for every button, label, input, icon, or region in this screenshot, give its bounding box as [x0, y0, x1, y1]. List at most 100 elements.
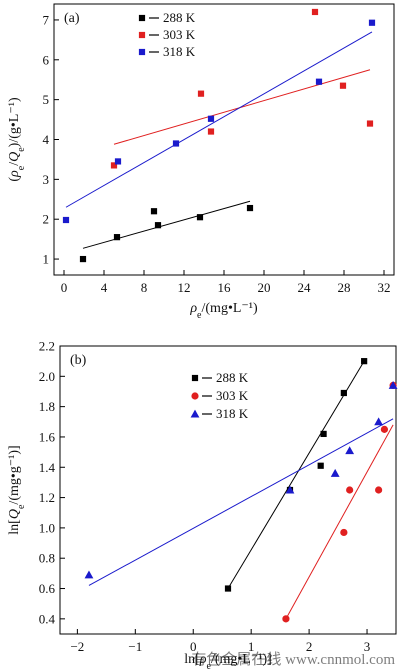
data-point-303k — [339, 82, 347, 89]
data-point-288k — [79, 255, 87, 263]
x-tick-label: 4 — [101, 280, 108, 295]
data-point-303k — [110, 162, 118, 169]
data-point-288k — [113, 234, 121, 241]
fit-line-303k — [113, 69, 371, 145]
data-point-318k — [368, 19, 376, 26]
data-point-303k — [340, 528, 348, 537]
data-point-303k — [282, 615, 290, 623]
y-tick-label: 7 — [43, 12, 50, 27]
legend-label: 303 K — [216, 388, 249, 403]
data-point-318k — [114, 158, 122, 165]
x-tick-label: 3 — [364, 639, 371, 654]
legend-marker — [191, 392, 199, 400]
data-point-318k — [315, 78, 323, 85]
x-tick-label: 24 — [298, 280, 312, 295]
data-point-303k — [197, 90, 205, 97]
data-point-318k — [345, 446, 355, 455]
plot-frame-a — [53, 3, 395, 276]
y-tick-label: 0.4 — [39, 611, 56, 626]
fit-line-303k — [285, 424, 394, 620]
x-tick-label: 32 — [378, 280, 391, 295]
legend-marker — [138, 14, 146, 22]
x-tick-label: −2 — [70, 639, 84, 654]
data-point-318k — [172, 140, 180, 147]
y-tick-label: 6 — [43, 52, 50, 67]
y-axis-title-a: (ρe​/Qe​)/(g•L⁻¹) — [7, 97, 27, 182]
legend-marker — [190, 409, 200, 418]
fit-lines-b — [88, 360, 394, 620]
data-points-b — [84, 358, 398, 623]
data-point-318k — [207, 115, 215, 122]
x-tick-label: 28 — [338, 280, 351, 295]
legend-marker — [138, 48, 146, 56]
x-tick-label: −1 — [128, 639, 142, 654]
x-tick-label: 20 — [258, 280, 271, 295]
y-tick-label: 2 — [43, 212, 50, 227]
y-tick-label: 1 — [43, 252, 50, 267]
panel-b: (b) −2 −1 0 1 2 3 0.4 0.6 0.8 1.0 1.2 1.4 1.6 1.8 2.0 2… — [7, 339, 398, 670]
y-tick-label: 1.2 — [39, 490, 55, 505]
fit-line-288k — [82, 200, 251, 249]
plot-frame-b — [59, 345, 397, 635]
data-point-303k — [366, 120, 374, 127]
y-tick-label: 5 — [43, 92, 50, 107]
fit-line-318k — [88, 418, 394, 586]
legend-label: 288 K — [216, 370, 249, 385]
legend-b: 288 K 303 K 318 K — [190, 370, 249, 421]
y-tick-label: 4 — [43, 132, 50, 147]
data-point-318k — [84, 570, 94, 579]
panel-label-a: (a) — [64, 11, 80, 26]
data-point-303k — [207, 128, 215, 135]
y-tick-label: 0.6 — [39, 581, 56, 596]
data-point-303k — [375, 486, 383, 494]
x-tick-label: 12 — [178, 280, 191, 295]
data-point-318k — [388, 381, 398, 389]
data-point-318k — [330, 468, 340, 477]
panel-label-b: (b) — [70, 353, 87, 368]
data-point-288k — [317, 462, 324, 469]
data-point-303k — [346, 486, 354, 494]
legend-label: 303 K — [163, 27, 196, 42]
y-tick-label: 1.6 — [39, 429, 56, 444]
legend-marker — [138, 31, 146, 39]
legend-marker — [191, 374, 199, 382]
y-tick-label: 2.2 — [39, 339, 55, 354]
fit-lines-a — [65, 31, 373, 249]
x-tick-label: 16 — [218, 280, 232, 295]
data-point-288k — [361, 358, 368, 365]
data-points-a — [62, 8, 376, 263]
x-tick-label: 0 — [61, 280, 68, 295]
data-point-288k — [246, 204, 254, 212]
data-point-288k — [340, 389, 347, 397]
x-tick-label: 0 — [190, 639, 197, 654]
legend-label: 318 K — [163, 44, 196, 59]
y-tick-label: 1.4 — [39, 460, 56, 475]
data-point-288k — [154, 222, 162, 229]
y-tick-label: 1.0 — [39, 520, 55, 535]
data-point-288k — [150, 208, 158, 215]
x-tick-label: 2 — [306, 639, 313, 654]
legend-label: 318 K — [216, 406, 249, 421]
data-point-288k — [320, 430, 327, 438]
data-point-288k — [196, 214, 204, 221]
fit-line-318k — [65, 31, 373, 208]
data-point-318k — [285, 485, 295, 494]
data-point-288k — [224, 585, 232, 592]
data-point-303k — [311, 8, 319, 16]
legend-a: 288 K 303 K 318 K — [138, 10, 196, 59]
x-tick-label: 8 — [141, 280, 148, 295]
x-axis-title-a: ρe​/(mg•L⁻¹) — [189, 301, 258, 321]
data-point-318k — [62, 216, 70, 224]
watermark: 有色金属在线 www.cnnmol.com — [191, 651, 395, 668]
data-point-303k — [380, 425, 389, 433]
x-axis-title-b: ln[ρe​/(mg•L⁻¹)] — [184, 652, 272, 670]
y-axis-title-b: ln[Qe​/(mg•g⁻¹)] — [7, 445, 27, 534]
y-tick-label: 3 — [43, 172, 50, 187]
fit-line-288k — [227, 360, 365, 589]
y-tick-label: 0.8 — [39, 551, 55, 566]
axes-b: −2 −1 0 1 2 3 0.4 0.6 0.8 1.0 1.2 1.4 1.6 1.8 2.0 2.2 — [39, 339, 371, 655]
y-tick-label: 1.8 — [39, 399, 55, 414]
